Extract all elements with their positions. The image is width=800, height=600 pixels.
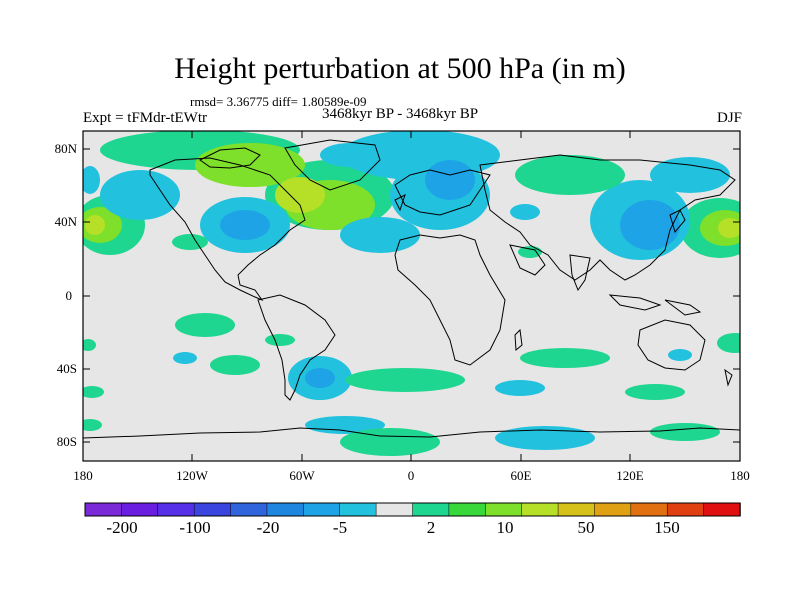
lon-ticks	[82, 131, 741, 461]
colorbar-frame	[84, 502, 741, 517]
lat-label-40s: 40S	[57, 361, 77, 376]
colorbar-label: 50	[578, 518, 595, 537]
colorbar-label: 10	[497, 518, 514, 537]
colorbar	[84, 502, 741, 517]
colorbar-swatch	[594, 502, 632, 517]
colorbar-swatch	[193, 502, 232, 517]
colorbar-label: -200	[106, 518, 137, 537]
colorbar-swatch	[703, 502, 741, 517]
lon-label-0: 0	[408, 468, 415, 483]
colorbar-swatch	[84, 502, 123, 517]
coastlines	[83, 139, 740, 439]
colorbar-swatch	[266, 502, 305, 517]
lon-label-180e: 180	[730, 468, 750, 483]
colorbar-swatch	[375, 502, 414, 517]
colorbar-swatch	[303, 502, 341, 517]
season-label: DJF	[716, 110, 742, 126]
colorbar-swatch	[666, 502, 705, 517]
colorbar-swatch	[157, 502, 195, 517]
colorbar-swatch	[339, 502, 377, 517]
lon-label-60w: 60W	[289, 468, 315, 483]
experiment-label: Expt = tFMdr-tEWtr	[83, 110, 207, 126]
period-label: 3468kyr BP - 3468kyr BP	[322, 106, 479, 122]
lat-label-0: 0	[66, 288, 73, 303]
contour-layer	[83, 131, 740, 456]
lat-ticks	[83, 148, 740, 443]
colorbar-label: -5	[333, 518, 347, 537]
lon-label-120e: 120E	[616, 468, 644, 483]
colorbar-label: -20	[257, 518, 280, 537]
lat-label-40n: 40N	[55, 214, 78, 229]
colorbar-swatch	[630, 502, 668, 517]
lon-label-60e: 60E	[511, 468, 532, 483]
lat-label-80n: 80N	[55, 141, 78, 156]
colorbar-swatch	[557, 502, 596, 517]
colorbar-swatch	[485, 502, 523, 517]
colorbar-label: 150	[654, 518, 680, 537]
lat-label-80s: 80S	[57, 434, 77, 449]
colorbar-swatch	[121, 502, 159, 517]
lon-label-180w: 180	[73, 468, 93, 483]
colorbar-swatch	[448, 502, 487, 517]
colorbar-swatch	[521, 502, 559, 517]
stats-line: rmsd= 3.36775 diff= 1.80589e-09	[190, 94, 367, 109]
lon-label-120w: 120W	[176, 468, 209, 483]
colorbar-swatch	[230, 502, 268, 517]
colorbar-label: 2	[427, 518, 436, 537]
colorbar-swatch	[412, 502, 450, 517]
map-title: Height perturbation at 500 hPa (in m)	[174, 52, 626, 85]
colorbar-label: -100	[179, 518, 210, 537]
